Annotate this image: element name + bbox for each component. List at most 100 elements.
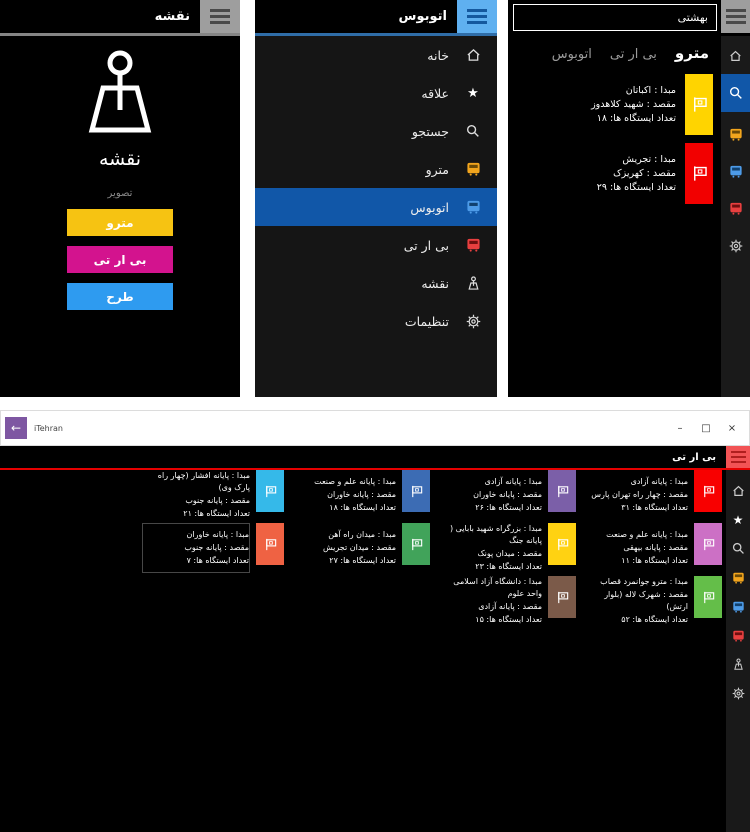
route-card-selected[interactable]: مبدا : پایانه خاوران مقصد : پایانه جنوب … (138, 523, 284, 573)
search-icon[interactable] (732, 534, 745, 563)
route-destination: مقصد : پایانه بیهقی (623, 543, 688, 552)
back-button[interactable]: ← (5, 417, 27, 439)
gear-icon[interactable] (732, 679, 745, 708)
flag-icon (693, 97, 707, 112)
route-origin: مبدا : میدان راه آهن (328, 530, 396, 539)
search-screen-sidebar (721, 36, 750, 397)
menu-item-metro[interactable]: مترو (255, 150, 497, 188)
route-text: مبدا : پایانه علم و صنعت مقصد : پایانه خ… (288, 470, 396, 520)
flag-icon (411, 538, 422, 550)
route-origin: مبدا : مترو جوانمرد قصاب (600, 577, 688, 586)
star-icon[interactable]: ★ (732, 512, 744, 527)
menu-button[interactable] (200, 0, 240, 33)
menu-item-brt[interactable]: بی ار تی (255, 226, 497, 264)
flag-icon (703, 538, 714, 550)
route-text: مبدا : پایانه آزادی مقصد : چهار راه تهرا… (580, 470, 688, 520)
metro-icon[interactable] (729, 128, 743, 141)
route-text: مبدا : دانشگاه آزاد اسلامی واحد علوم مقص… (434, 576, 542, 626)
bus-icon[interactable] (732, 592, 745, 621)
home-icon (464, 48, 482, 62)
route-card[interactable]: مبدا : میدان راه آهن مقصد : میدان تجریش … (284, 523, 430, 573)
brt-icon[interactable] (732, 621, 745, 650)
route-stations: تعداد ایستگاه ها: ۳۱ (621, 503, 688, 512)
map-pin-icon[interactable] (733, 650, 744, 679)
menu-item-home[interactable]: خانه (255, 36, 497, 74)
route-stations: تعداد ایستگاه ها: ۷ (186, 556, 249, 565)
menu-item-search[interactable]: جستجو (255, 112, 497, 150)
brt-header: بی ار تی (0, 446, 726, 468)
route-card[interactable]: مبدا : مترو جوانمرد قصاب مقصد : شهرک لال… (576, 576, 722, 626)
tab-brt[interactable]: بی ار تی (609, 47, 657, 62)
brt-header-title: بی ار تی (672, 451, 716, 463)
maximize-button[interactable]: □ (701, 422, 711, 434)
brt-route-grid: مبدا : پایانه آزادی مقصد : چهار راه تهرا… (138, 470, 722, 626)
route-destination: مقصد : چهار راه تهران پارس (591, 490, 688, 499)
route-text: مبدا : پایانه خاوران مقصد : پایانه جنوب … (142, 523, 250, 573)
minimize-button[interactable]: – (677, 422, 683, 434)
bus-icon[interactable] (729, 165, 743, 178)
line-color-tile (256, 470, 284, 512)
route-card[interactable]: مبدا : پایانه آزادی مقصد : پایانه خاوران… (430, 470, 576, 520)
route-origin: مبدا : پایانه آزادی (484, 477, 542, 486)
close-button[interactable]: × (727, 422, 737, 434)
route-origin: مبدا : دانشگاه آزاد اسلامی واحد علوم (453, 577, 542, 598)
line-color-tile (402, 523, 430, 565)
tab-metro[interactable]: مترو (674, 44, 709, 62)
menu-item-settings[interactable]: تنظیمات (255, 302, 497, 340)
search-tab-active[interactable] (721, 74, 750, 112)
menu-button[interactable] (721, 0, 750, 33)
line-color-tile (256, 523, 284, 565)
result-card[interactable]: مبدا : تجریش مقصد : کهریزک تعداد ایستگاه… (508, 143, 713, 204)
route-destination: مقصد : پایانه خاوران (327, 490, 396, 499)
search-icon (464, 124, 482, 138)
route-row: مبدا : مترو جوانمرد قصاب مقصد : شهرک لال… (138, 576, 722, 626)
route-origin: مبدا : بزرگراه شهید بابایی ( پایانه جنگ (449, 524, 542, 545)
window-sidebar: ★ (726, 470, 750, 832)
route-origin: مبدا : پایانه افشار (چهار راه پارک وی) (157, 471, 250, 492)
metro-icon[interactable] (732, 563, 745, 592)
route-text: مبدا : پایانه آزادی مقصد : پایانه خاوران… (434, 470, 542, 520)
menu-item-bus-active[interactable]: اتوبوس (255, 188, 497, 226)
map-appbar: نقشه (0, 0, 240, 33)
menu-item-map[interactable]: نقشه (255, 264, 497, 302)
route-destination: مقصد : پایانه جنوب (185, 496, 250, 505)
menu-item-favorites[interactable]: ★ علاقه (255, 74, 497, 112)
search-icon (729, 86, 742, 99)
route-destination: مقصد : کهریزک (613, 168, 676, 179)
brt-icon (464, 238, 482, 252)
route-card[interactable]: مبدا : بزرگراه شهید بابایی ( پایانه جنگ … (430, 523, 576, 573)
search-results-area: مترو بی ار تی اتوبوس مبدا : اکباتان مقصد… (508, 36, 721, 397)
route-card[interactable]: مبدا : پایانه افشار (چهار راه پارک وی) م… (138, 470, 284, 520)
route-card[interactable]: مبدا : پایانه علم و صنعت مقصد : پایانه ب… (576, 523, 722, 573)
route-card[interactable]: مبدا : پایانه آزادی مقصد : چهار راه تهرا… (576, 470, 722, 520)
metro-button[interactable]: مترو (67, 209, 173, 236)
brt-icon[interactable] (729, 202, 743, 215)
result-card[interactable]: مبدا : اکباتان مقصد : شهید کلاهدوز تعداد… (508, 74, 713, 135)
menu-item-label: مترو (425, 161, 449, 177)
divider (255, 33, 497, 36)
route-stations: تعداد ایستگاه ها: ۵۲ (621, 615, 688, 624)
gear-icon[interactable] (729, 239, 743, 253)
route-origin: مبدا : اکباتان (625, 85, 676, 96)
map-screen-panel: نقشه نقشه تصویر مترو بی ار تی طرح (0, 0, 240, 397)
flag-icon (557, 485, 568, 497)
brt-button[interactable]: بی ار تی (67, 246, 173, 273)
menu-appbar-title: اتوبوس (398, 9, 447, 24)
route-stations: تعداد ایستگاه ها: ۱۸ (596, 113, 676, 124)
menu-button[interactable] (457, 0, 497, 33)
route-card[interactable]: مبدا : دانشگاه آزاد اسلامی واحد علوم مقص… (430, 576, 576, 626)
tarh-button[interactable]: طرح (67, 283, 173, 310)
divider (0, 33, 240, 36)
route-origin: مبدا : پایانه علم و صنعت (606, 530, 688, 539)
search-input[interactable] (513, 4, 717, 31)
tab-bus[interactable]: اتوبوس (551, 47, 592, 62)
route-stations: تعداد ایستگاه ها: ۲۷ (329, 556, 396, 565)
home-icon[interactable] (729, 50, 742, 62)
home-icon[interactable] (732, 476, 745, 505)
line-color-tile (402, 470, 430, 512)
route-card[interactable]: مبدا : پایانه علم و صنعت مقصد : پایانه خ… (284, 470, 430, 520)
flag-icon (411, 485, 422, 497)
route-origin: مبدا : تجریش (622, 154, 676, 165)
menu-button[interactable] (726, 446, 750, 468)
flag-icon (703, 591, 714, 603)
